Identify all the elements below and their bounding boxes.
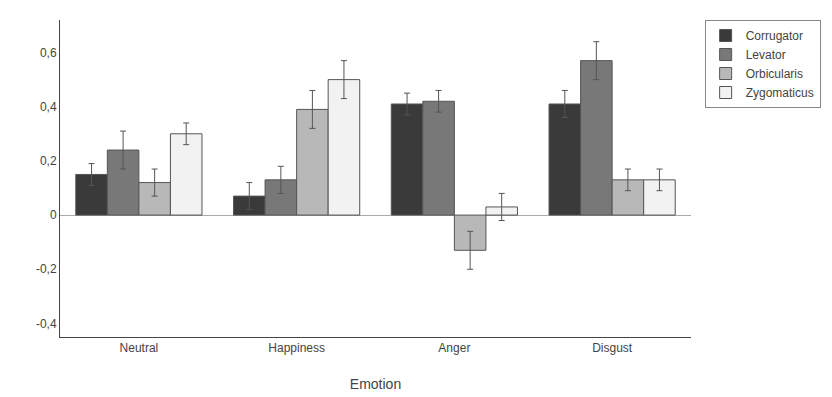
svg-text:-0,4: -0,4 [36,317,57,331]
svg-text:0: 0 [50,208,57,222]
svg-text:Disgust: Disgust [592,341,633,355]
svg-text:Orbicularis: Orbicularis [746,67,803,81]
svg-text:0,4: 0,4 [40,100,57,114]
svg-text:Levator: Levator [746,48,786,62]
svg-text:Anger: Anger [438,341,470,355]
svg-text:0,2: 0,2 [40,154,57,168]
svg-text:Zygomaticus: Zygomaticus [746,86,814,100]
svg-text:Emotion: Emotion [350,376,401,392]
svg-text:-0,2: -0,2 [36,262,57,276]
svg-text:0,6: 0,6 [40,46,57,60]
svg-text:Corrugator: Corrugator [746,29,803,43]
svg-text:Neutral: Neutral [120,341,159,355]
svg-text:Happiness: Happiness [268,341,325,355]
